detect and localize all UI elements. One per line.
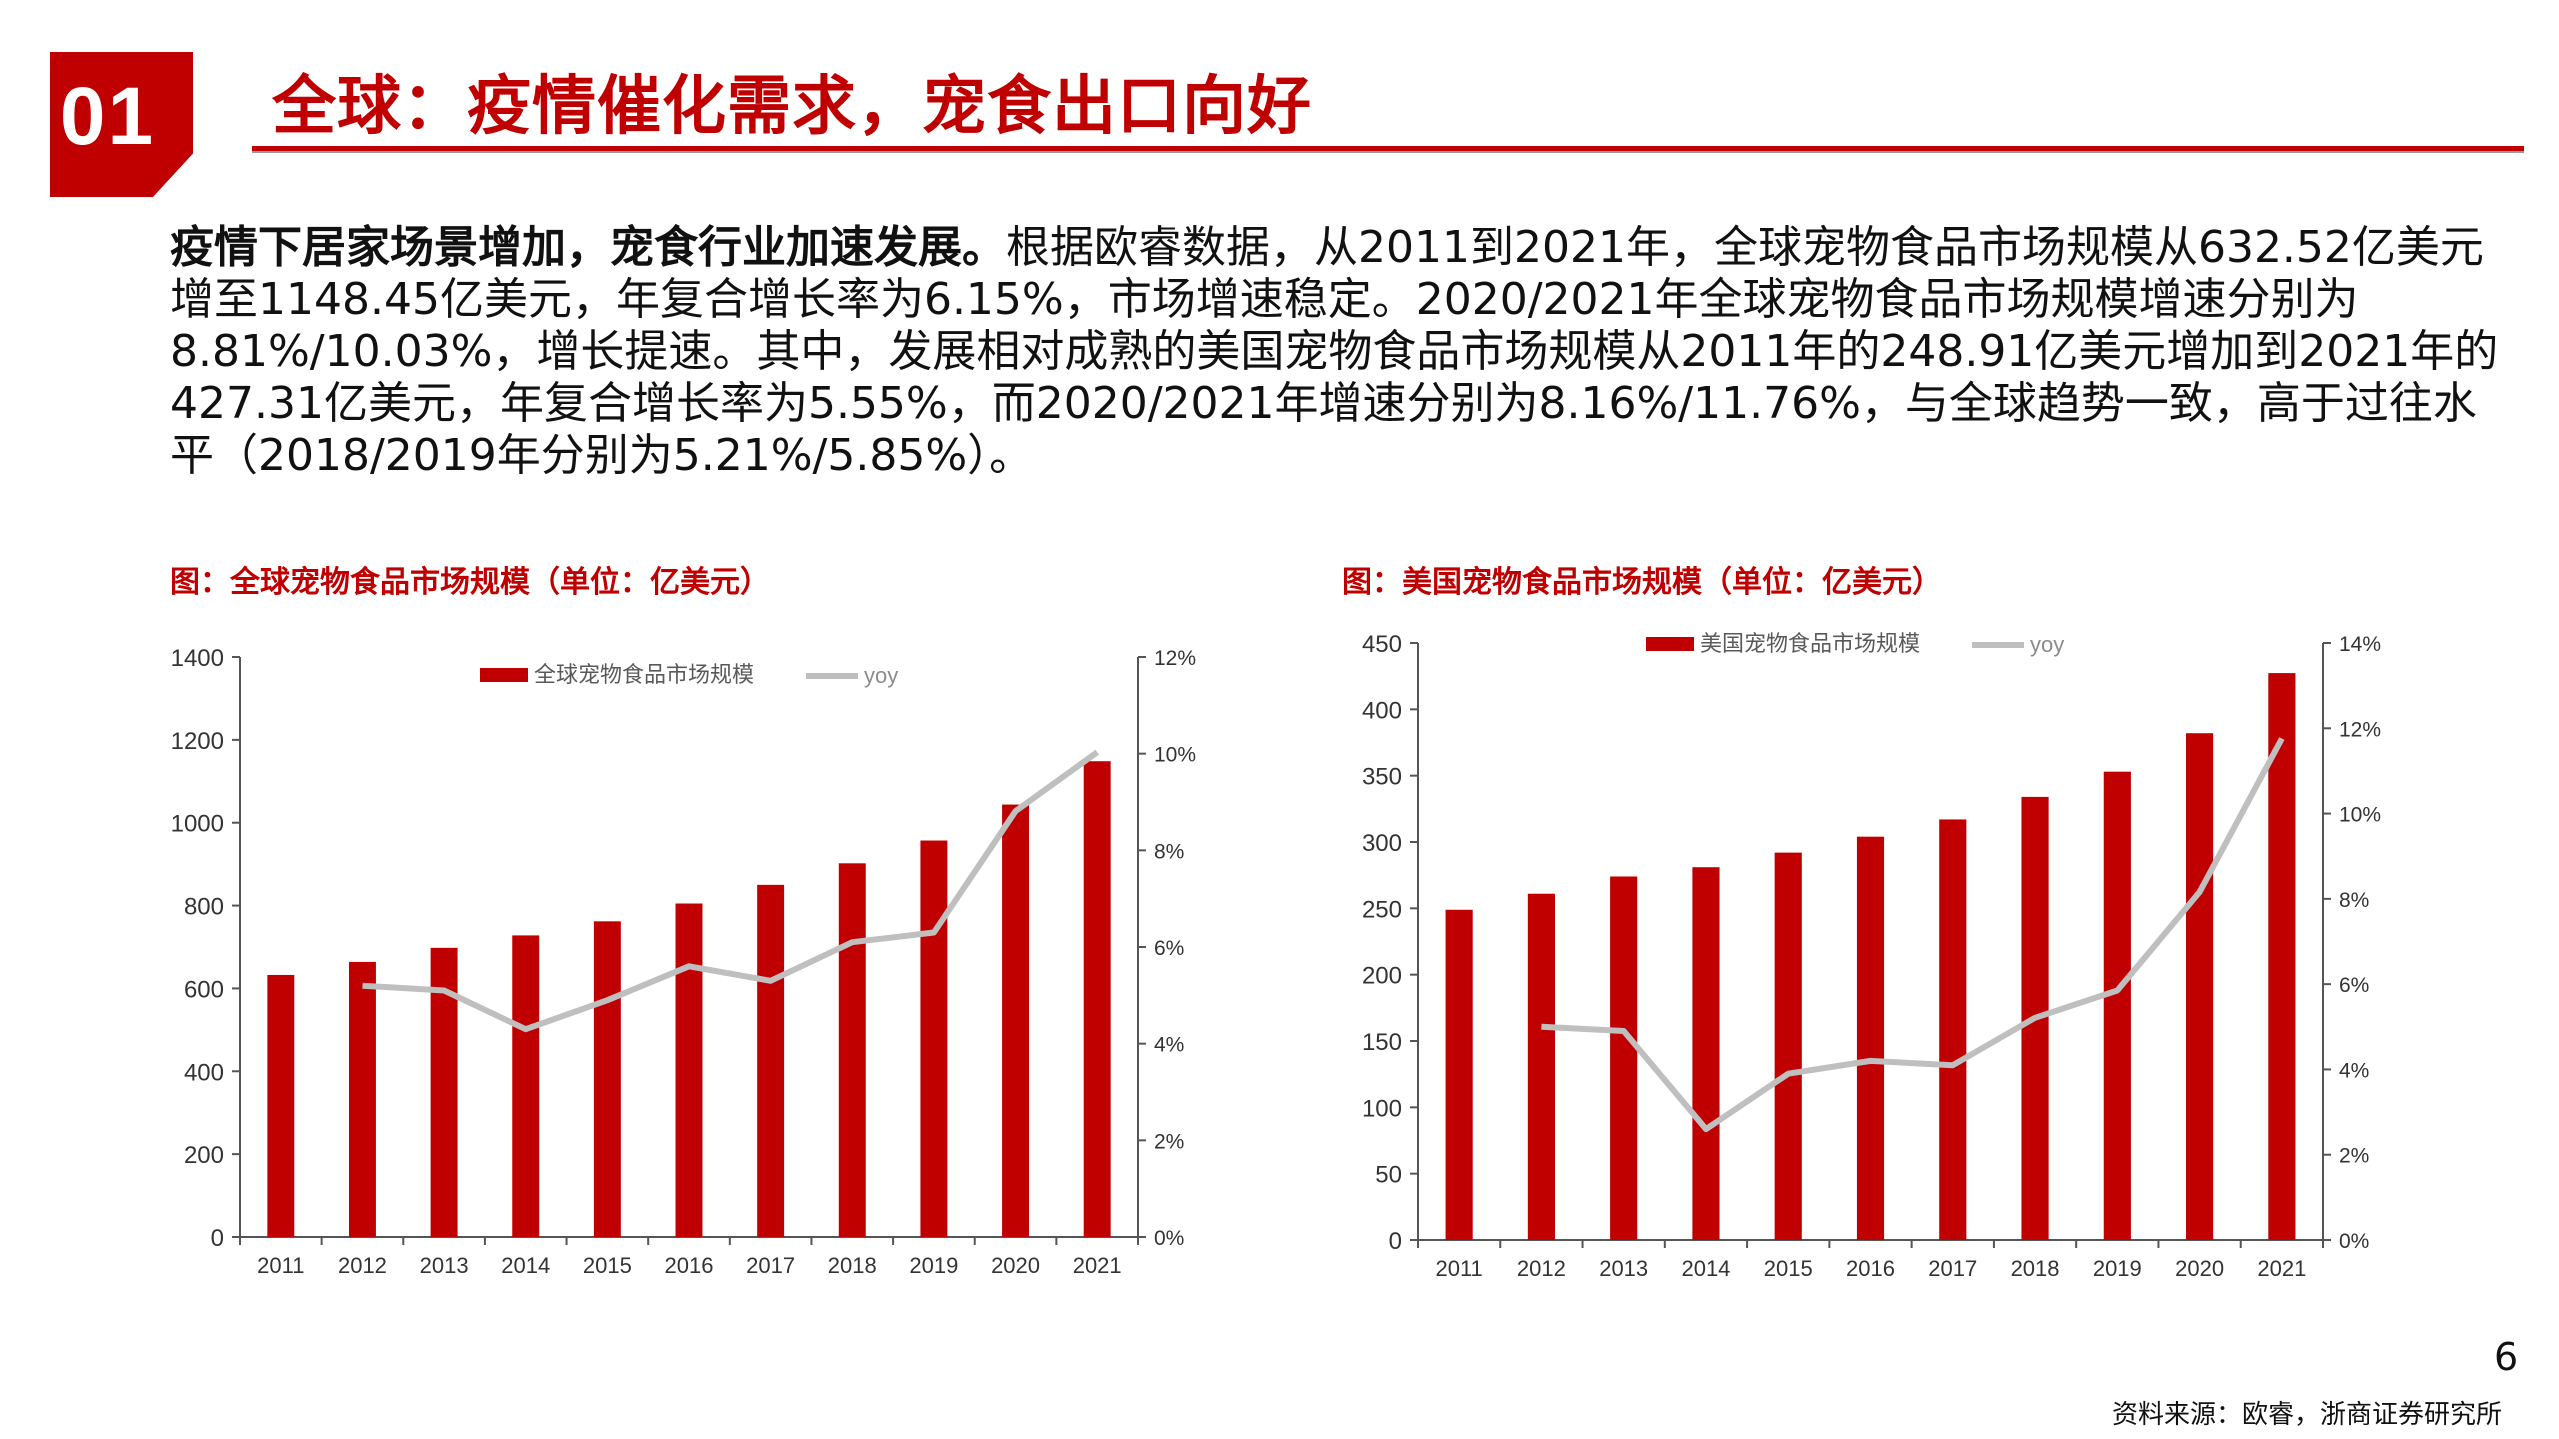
x-tick-label: 2014 bbox=[501, 1253, 550, 1278]
summary-paragraph: 疫情下居家场景增加，宠食行业加速发展。根据欧睿数据，从2011到2021年，全球… bbox=[170, 222, 2500, 482]
legend-label-yoy: yoy bbox=[864, 663, 898, 688]
x-tick-label: 2018 bbox=[828, 1253, 877, 1278]
x-tick-label: 2015 bbox=[583, 1253, 632, 1278]
y-tick-label: 0 bbox=[1389, 1228, 1402, 1255]
x-tick-label: 2017 bbox=[746, 1253, 795, 1278]
y2-tick-label: 12% bbox=[1154, 647, 1196, 670]
y2-tick-label: 0% bbox=[2339, 1230, 2369, 1253]
x-tick-label: 2016 bbox=[665, 1253, 714, 1278]
y-tick-label: 200 bbox=[184, 1142, 224, 1169]
page-number: 6 bbox=[2494, 1335, 2519, 1379]
y-tick-label: 600 bbox=[184, 976, 224, 1003]
y2-tick-label: 10% bbox=[2339, 804, 2381, 827]
x-tick-label: 2015 bbox=[1764, 1256, 1813, 1281]
bar bbox=[593, 921, 621, 1237]
source-note: 资料来源：欧睿，浙商证券研究所 bbox=[2111, 1400, 2502, 1430]
x-tick-label: 2012 bbox=[1517, 1256, 1566, 1281]
bar bbox=[1856, 836, 1885, 1240]
yoy-line bbox=[1541, 737, 2285, 1133]
y-tick-label: 1400 bbox=[171, 645, 224, 672]
global-pet-food-chart: 0 200 400 600 800 1000 1200 1400 0% 2% 4% 6% 8% 10% 12… bbox=[171, 645, 1196, 1278]
y-tick-label: 450 bbox=[1362, 631, 1402, 658]
x-tick-label: 2019 bbox=[909, 1253, 958, 1278]
paragraph-lead: 疫情下居家场景增加，宠食行业加速发展。 bbox=[170, 222, 1006, 273]
bar bbox=[1002, 804, 1030, 1237]
legend-swatch-bar bbox=[1646, 637, 1694, 651]
yoy-line bbox=[362, 749, 1099, 1033]
y2-tick-label: 4% bbox=[1154, 1034, 1184, 1057]
bar bbox=[512, 935, 540, 1237]
y2-tick-label: 14% bbox=[2339, 633, 2381, 656]
x-tick-label: 2018 bbox=[2011, 1256, 2060, 1281]
x-tick-label: 2011 bbox=[1435, 1256, 1482, 1281]
y-tick-label: 800 bbox=[184, 894, 224, 921]
y2-tick-label: 2% bbox=[1154, 1130, 1184, 1153]
bar bbox=[1692, 867, 1720, 1240]
y-tick-label: 0 bbox=[211, 1225, 224, 1252]
paragraph-body: 根据欧睿数据，从2011到2021年，全球宠物食品市场规模从632.52亿美元增… bbox=[170, 222, 2499, 481]
y2-tick-label: 2% bbox=[2339, 1145, 2369, 1168]
x-tick-label: 2021 bbox=[1073, 1253, 1122, 1278]
y-tick-label: 1000 bbox=[171, 811, 224, 838]
bar bbox=[1610, 876, 1638, 1240]
title-divider bbox=[252, 146, 2524, 151]
y-tick-label: 200 bbox=[1362, 963, 1402, 990]
x-tick-label: 2020 bbox=[2175, 1256, 2224, 1281]
y-tick-label: 50 bbox=[1375, 1162, 1402, 1189]
section-number-badge: 01 bbox=[50, 52, 193, 197]
page-title: 全球：疫情催化需求，宠食出口向好 bbox=[272, 70, 1312, 144]
bar bbox=[2103, 771, 2131, 1240]
bar bbox=[675, 903, 703, 1237]
bar bbox=[1774, 852, 1802, 1240]
bar bbox=[1445, 909, 1473, 1240]
legend-label-bar: 全球宠物食品市场规模 bbox=[534, 662, 754, 687]
y-tick-label: 150 bbox=[1362, 1029, 1402, 1056]
bar bbox=[920, 840, 948, 1237]
y-tick-label: 100 bbox=[1362, 1095, 1402, 1122]
y2-tick-label: 8% bbox=[1154, 840, 1184, 863]
us-pet-food-chart: 0 50 100 150 200 250 300 350 400 450 0% 2% 4% 6% 8% 10%… bbox=[1362, 631, 2381, 1281]
x-tick-label: 2020 bbox=[991, 1253, 1040, 1278]
bar bbox=[348, 961, 376, 1237]
y2-tick-label: 0% bbox=[1154, 1227, 1184, 1250]
y-tick-label: 300 bbox=[1362, 830, 1402, 857]
x-tick-label: 2013 bbox=[1599, 1256, 1648, 1281]
y2-tick-label: 6% bbox=[1154, 937, 1184, 960]
bar bbox=[1527, 893, 1555, 1240]
y2-tick-label: 12% bbox=[2339, 718, 2381, 741]
legend-label-bar: 美国宠物食品市场规模 bbox=[1700, 631, 1920, 656]
chart-title-global: 图：全球宠物食品市场规模（单位：亿美元） bbox=[170, 565, 770, 600]
y2-tick-label: 4% bbox=[2339, 1059, 2369, 1082]
y-tick-label: 250 bbox=[1362, 896, 1402, 923]
bar bbox=[2186, 733, 2214, 1240]
x-tick-label: 2016 bbox=[1846, 1256, 1895, 1281]
bar bbox=[2268, 673, 2296, 1240]
chart-title-us: 图：美国宠物食品市场规模（单位：亿美元） bbox=[1342, 565, 1942, 600]
y-tick-label: 400 bbox=[184, 1059, 224, 1086]
y-tick-label: 1200 bbox=[171, 728, 224, 755]
bar bbox=[838, 863, 866, 1237]
x-tick-label: 2019 bbox=[2093, 1256, 2142, 1281]
x-tick-label: 2012 bbox=[338, 1253, 387, 1278]
legend-swatch-bar bbox=[480, 668, 528, 682]
x-tick-label: 2017 bbox=[1928, 1256, 1977, 1281]
x-tick-label: 2013 bbox=[420, 1253, 469, 1278]
legend-label-yoy: yoy bbox=[2030, 632, 2064, 657]
bar bbox=[1939, 819, 1967, 1240]
y-tick-label: 350 bbox=[1362, 764, 1402, 791]
y2-tick-label: 10% bbox=[1154, 744, 1196, 767]
x-tick-label: 2011 bbox=[257, 1253, 304, 1278]
bar bbox=[267, 974, 295, 1237]
y-tick-label: 400 bbox=[1362, 697, 1402, 724]
y2-tick-label: 8% bbox=[2339, 889, 2369, 912]
title-divider-shadow bbox=[252, 151, 2524, 153]
bar bbox=[1083, 761, 1111, 1237]
y2-tick-label: 6% bbox=[2339, 974, 2369, 997]
bar bbox=[757, 884, 785, 1237]
x-tick-label: 2014 bbox=[1681, 1256, 1730, 1281]
x-tick-label: 2021 bbox=[2257, 1256, 2306, 1281]
